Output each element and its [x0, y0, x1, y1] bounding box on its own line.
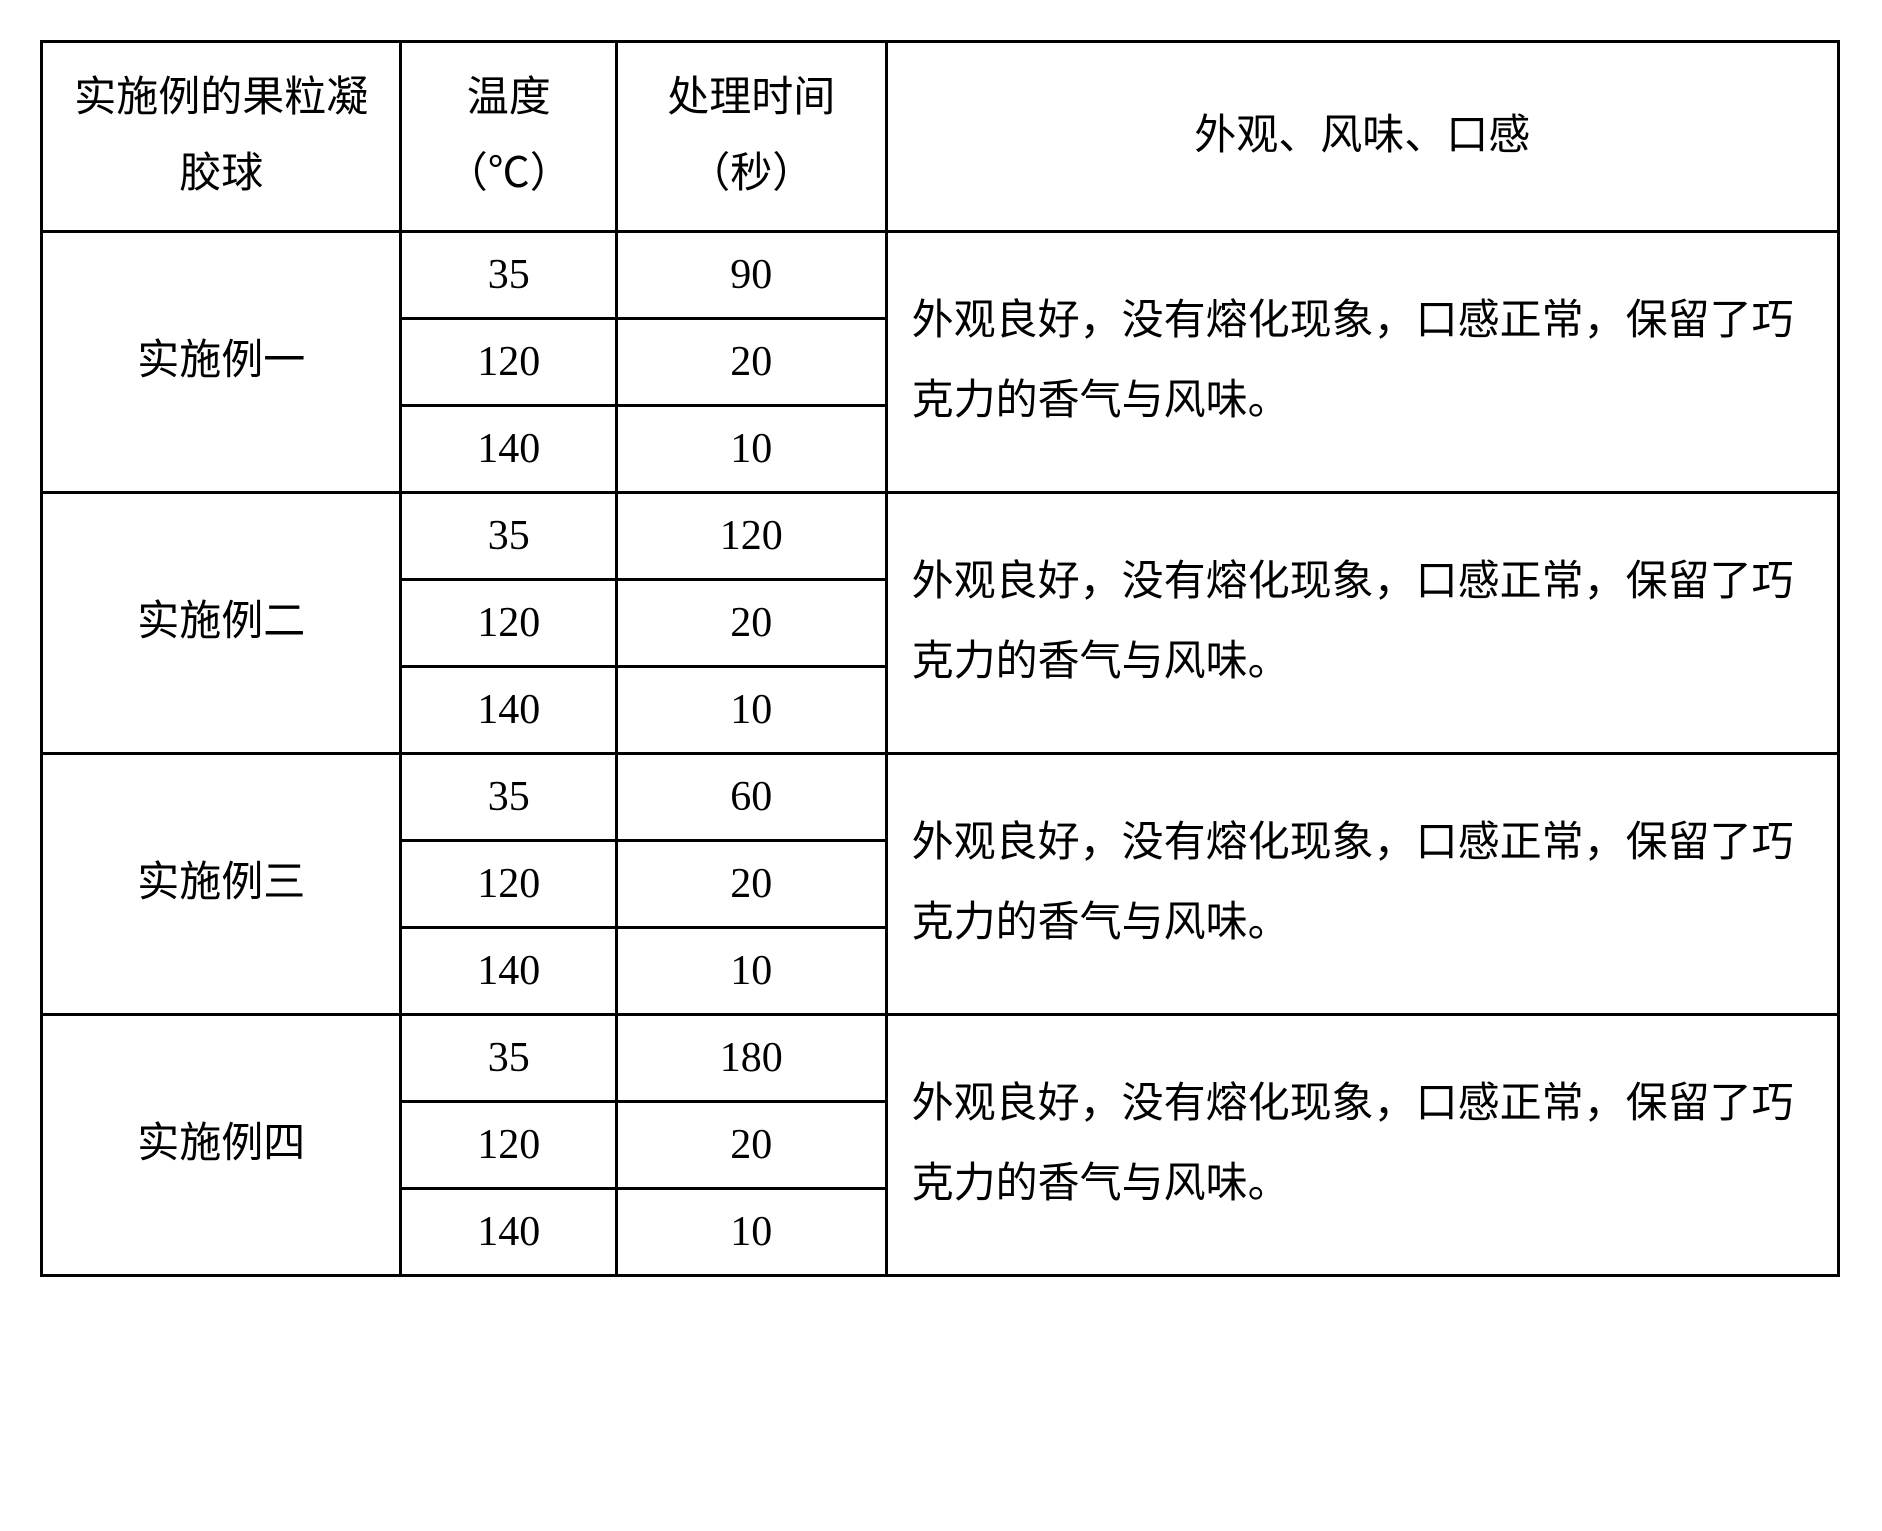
table-row: 实施例二 35 120 外观良好，没有熔化现象，口感正常，保留了巧克力的香气与风… — [42, 493, 1839, 580]
cell-time: 10 — [617, 1189, 887, 1276]
cell-time: 20 — [617, 841, 887, 928]
col-header-time: 处理时间（秒） — [617, 42, 887, 232]
cell-time: 120 — [617, 493, 887, 580]
cell-temp: 35 — [401, 1015, 617, 1102]
table-row: 实施例四 35 180 外观良好，没有熔化现象，口感正常，保留了巧克力的香气与风… — [42, 1015, 1839, 1102]
cell-temp: 120 — [401, 319, 617, 406]
cell-desc: 外观良好，没有熔化现象，口感正常，保留了巧克力的香气与风味。 — [886, 493, 1838, 754]
cell-temp: 35 — [401, 493, 617, 580]
col-header-example: 实施例的果粒凝胶球 — [42, 42, 401, 232]
cell-example: 实施例一 — [42, 232, 401, 493]
cell-example: 实施例三 — [42, 754, 401, 1015]
cell-temp: 140 — [401, 1189, 617, 1276]
cell-temp: 120 — [401, 1102, 617, 1189]
cell-temp: 140 — [401, 667, 617, 754]
cell-temp: 120 — [401, 580, 617, 667]
table-row: 实施例三 35 60 外观良好，没有熔化现象，口感正常，保留了巧克力的香气与风味… — [42, 754, 1839, 841]
cell-temp: 140 — [401, 406, 617, 493]
cell-time: 10 — [617, 406, 887, 493]
cell-time: 90 — [617, 232, 887, 319]
cell-desc: 外观良好，没有熔化现象，口感正常，保留了巧克力的香气与风味。 — [886, 754, 1838, 1015]
cell-example: 实施例二 — [42, 493, 401, 754]
table-header-row: 实施例的果粒凝胶球 温度（℃） 处理时间（秒） 外观、风味、口感 — [42, 42, 1839, 232]
cell-time: 20 — [617, 319, 887, 406]
cell-time: 10 — [617, 667, 887, 754]
cell-temp: 120 — [401, 841, 617, 928]
cell-temp: 140 — [401, 928, 617, 1015]
cell-time: 20 — [617, 580, 887, 667]
cell-example: 实施例四 — [42, 1015, 401, 1276]
cell-temp: 35 — [401, 232, 617, 319]
data-table: 实施例的果粒凝胶球 温度（℃） 处理时间（秒） 外观、风味、口感 实施例一 35… — [40, 40, 1840, 1277]
cell-time: 10 — [617, 928, 887, 1015]
col-header-temp: 温度（℃） — [401, 42, 617, 232]
cell-time: 60 — [617, 754, 887, 841]
table-row: 实施例一 35 90 外观良好，没有熔化现象，口感正常，保留了巧克力的香气与风味… — [42, 232, 1839, 319]
cell-time: 20 — [617, 1102, 887, 1189]
cell-time: 180 — [617, 1015, 887, 1102]
cell-desc: 外观良好，没有熔化现象，口感正常，保留了巧克力的香气与风味。 — [886, 232, 1838, 493]
cell-desc: 外观良好，没有熔化现象，口感正常，保留了巧克力的香气与风味。 — [886, 1015, 1838, 1276]
cell-temp: 35 — [401, 754, 617, 841]
col-header-desc: 外观、风味、口感 — [886, 42, 1838, 232]
